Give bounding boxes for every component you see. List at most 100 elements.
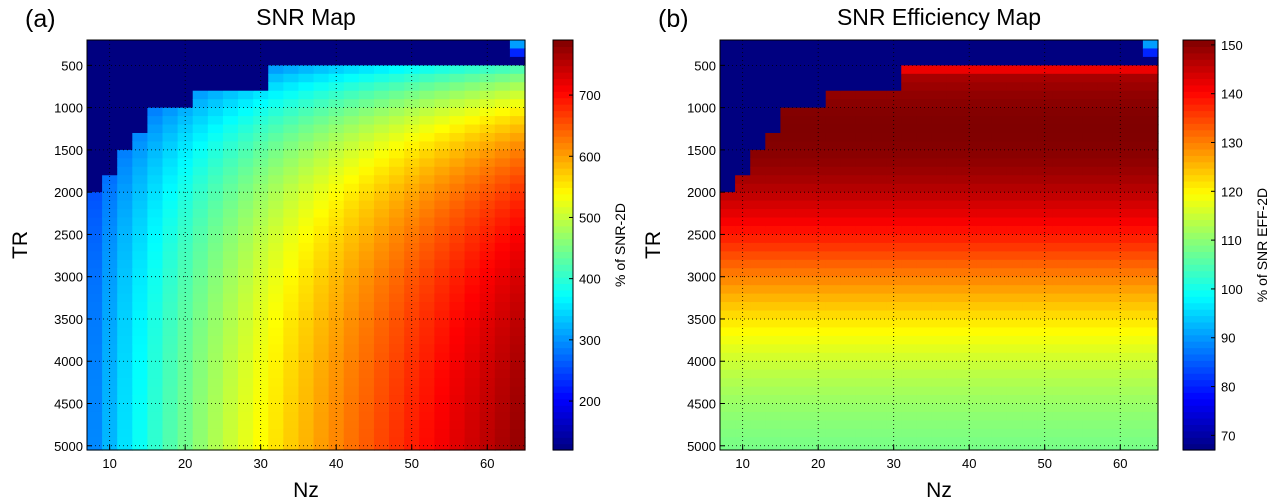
heatmap-cell: [1097, 40, 1114, 50]
heatmap-cell: [1022, 217, 1038, 227]
heatmap-cell: [855, 395, 872, 405]
heatmap-cell: [855, 234, 872, 244]
heatmap-cell: [494, 149, 511, 159]
heatmap-cell: [901, 352, 917, 362]
heatmap-cell: [373, 99, 390, 109]
heatmap-cell: [404, 327, 420, 337]
colorbar-segment: [553, 219, 573, 227]
heatmap-cell: [222, 217, 239, 227]
heatmap-cell: [946, 361, 963, 371]
heatmap-cell: [207, 99, 224, 109]
heatmap-cell: [434, 40, 451, 50]
heatmap-cell: [283, 217, 300, 227]
heatmap-cell: [298, 209, 315, 219]
heatmap-cell: [1142, 268, 1159, 278]
heatmap-cell: [735, 352, 751, 362]
heatmap-cell: [991, 124, 1008, 134]
heatmap-cell: [177, 395, 194, 405]
y-tick-label: 3000: [687, 270, 716, 285]
heatmap-cell: [298, 386, 315, 396]
heatmap-cell: [117, 192, 133, 202]
heatmap-cell: [162, 217, 179, 227]
heatmap-cell: [132, 335, 149, 345]
heatmap-cell: [162, 445, 179, 451]
heatmap-cell: [1037, 90, 1053, 100]
heatmap-cell: [147, 90, 164, 100]
y-axis-label: TR: [642, 231, 665, 259]
heatmap-cell: [373, 124, 390, 134]
heatmap-cell: [946, 352, 963, 362]
heatmap-cell: [162, 310, 179, 320]
heatmap-cell: [419, 420, 435, 430]
heatmap-cell: [720, 344, 736, 354]
heatmap-cell: [162, 378, 179, 388]
heatmap-cell: [840, 242, 857, 252]
heatmap-cell: [855, 141, 872, 151]
colorbar-segment: [1183, 257, 1215, 265]
heatmap-cell: [991, 411, 1008, 422]
heatmap-cell: [328, 217, 345, 227]
heatmap-cell: [147, 386, 164, 396]
heatmap-cell: [901, 166, 917, 176]
heatmap-cell: [343, 318, 360, 329]
heatmap-cell: [765, 242, 782, 252]
heatmap-cell: [419, 285, 435, 295]
heatmap-cell: [373, 234, 390, 244]
heatmap-cell: [87, 276, 103, 286]
heatmap-cell: [976, 251, 993, 261]
heatmap-cell: [795, 420, 812, 430]
heatmap-cell: [268, 141, 284, 151]
heatmap-cell: [464, 386, 481, 396]
heatmap-cell: [1142, 124, 1159, 134]
heatmap-cell: [840, 192, 857, 202]
heatmap-cell: [192, 149, 209, 159]
heatmap-cell: [222, 225, 239, 236]
heatmap-cell: [1142, 234, 1159, 244]
heatmap-cell: [389, 175, 405, 185]
heatmap-cell: [991, 259, 1008, 269]
heatmap-cell: [931, 116, 948, 126]
heatmap-cell: [298, 65, 315, 75]
heatmap-cell: [886, 386, 902, 396]
heatmap-cell: [177, 200, 194, 210]
heatmap-cell: [1142, 318, 1159, 329]
heatmap-cell: [253, 225, 269, 236]
heatmap-cell: [283, 369, 300, 379]
heatmap-cell: [946, 327, 963, 337]
heatmap-cell: [855, 327, 872, 337]
heatmap-cell: [464, 344, 481, 354]
heatmap-cell: [1052, 285, 1068, 295]
heatmap-cell: [931, 437, 948, 447]
heatmap-cell: [825, 428, 842, 438]
heatmap-cell: [479, 82, 496, 92]
heatmap-cell: [931, 276, 948, 286]
heatmap-cell: [1127, 369, 1144, 379]
heatmap-cell: [976, 369, 993, 379]
heatmap-cell: [825, 251, 842, 261]
heatmap-cell: [1082, 344, 1099, 354]
heatmap-cell: [253, 386, 269, 396]
heatmap-cell: [283, 234, 300, 244]
heatmap-cell: [1142, 217, 1159, 227]
heatmap-cell: [87, 116, 103, 126]
heatmap-cell: [238, 132, 254, 143]
heatmap-cell: [765, 166, 782, 176]
heatmap-cell: [358, 386, 375, 396]
heatmap-cell: [404, 141, 420, 151]
heatmap-cell: [222, 268, 239, 278]
heatmap-cell: [1082, 48, 1099, 58]
heatmap-cell: [931, 209, 948, 219]
heatmap-cell: [1097, 217, 1114, 227]
colorbar-tick-label: 700: [579, 88, 601, 103]
colorbar-segment: [553, 174, 573, 182]
heatmap-cell: [494, 175, 511, 185]
heatmap-cell: [389, 428, 405, 438]
heatmap-cell: [328, 293, 345, 303]
heatmap-cell: [207, 318, 224, 329]
heatmap-cell: [117, 369, 133, 379]
colorbar-segment: [553, 328, 573, 336]
heatmap-cell: [946, 302, 963, 312]
heatmap-cell: [268, 428, 284, 438]
colorbar-segment: [1183, 417, 1215, 425]
heatmap-cell: [404, 65, 420, 75]
